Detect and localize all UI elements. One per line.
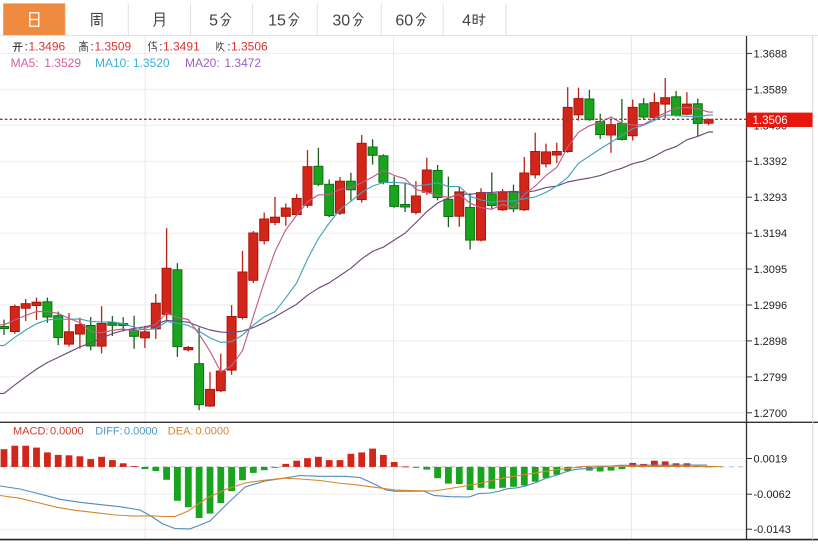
svg-text:1.3491: 1.3491 [163, 40, 200, 54]
svg-text:1.3392: 1.3392 [754, 156, 788, 168]
svg-text:5: 5 [209, 13, 218, 30]
svg-text:30: 30 [332, 13, 350, 30]
svg-text:60: 60 [395, 13, 413, 30]
svg-text::: : [227, 40, 230, 54]
svg-text:1.2996: 1.2996 [754, 300, 788, 312]
svg-text:1.3520: 1.3520 [133, 56, 170, 70]
svg-text:1.3688: 1.3688 [754, 48, 788, 60]
svg-text:1.3506: 1.3506 [231, 40, 268, 54]
svg-text:1.2898: 1.2898 [754, 336, 788, 348]
svg-text:1.3529: 1.3529 [44, 56, 81, 70]
svg-text:1.3496: 1.3496 [29, 40, 66, 54]
svg-text:DIFF:: DIFF: [95, 426, 123, 438]
svg-text:1.3293: 1.3293 [754, 192, 788, 204]
svg-text:1.3194: 1.3194 [754, 228, 788, 240]
svg-text:DEA:: DEA: [168, 426, 194, 438]
svg-text:-0.0143: -0.0143 [754, 524, 791, 536]
svg-text:1.2799: 1.2799 [754, 372, 788, 384]
svg-text::: : [25, 40, 28, 54]
svg-text:MA10:: MA10: [95, 56, 130, 70]
svg-text:0.0000: 0.0000 [196, 426, 230, 438]
svg-text:4: 4 [462, 13, 471, 30]
svg-text::: : [91, 40, 94, 54]
svg-text:0.0019: 0.0019 [754, 454, 788, 466]
svg-text:0.0000: 0.0000 [124, 426, 158, 438]
svg-text::: : [159, 40, 162, 54]
svg-text:1.3589: 1.3589 [754, 84, 788, 96]
svg-text:MA20:: MA20: [185, 56, 220, 70]
svg-text:MACD:: MACD: [13, 426, 48, 438]
svg-text:0.0000: 0.0000 [50, 426, 84, 438]
svg-text:1.2700: 1.2700 [754, 408, 788, 420]
svg-text:1.3506: 1.3506 [753, 115, 788, 127]
svg-text:1.3472: 1.3472 [224, 56, 261, 70]
svg-text:-0.0062: -0.0062 [754, 489, 791, 501]
svg-text:15: 15 [268, 13, 286, 30]
svg-text:MA5:: MA5: [11, 56, 39, 70]
svg-text:1.3509: 1.3509 [95, 40, 132, 54]
svg-text:1.3095: 1.3095 [754, 264, 788, 276]
